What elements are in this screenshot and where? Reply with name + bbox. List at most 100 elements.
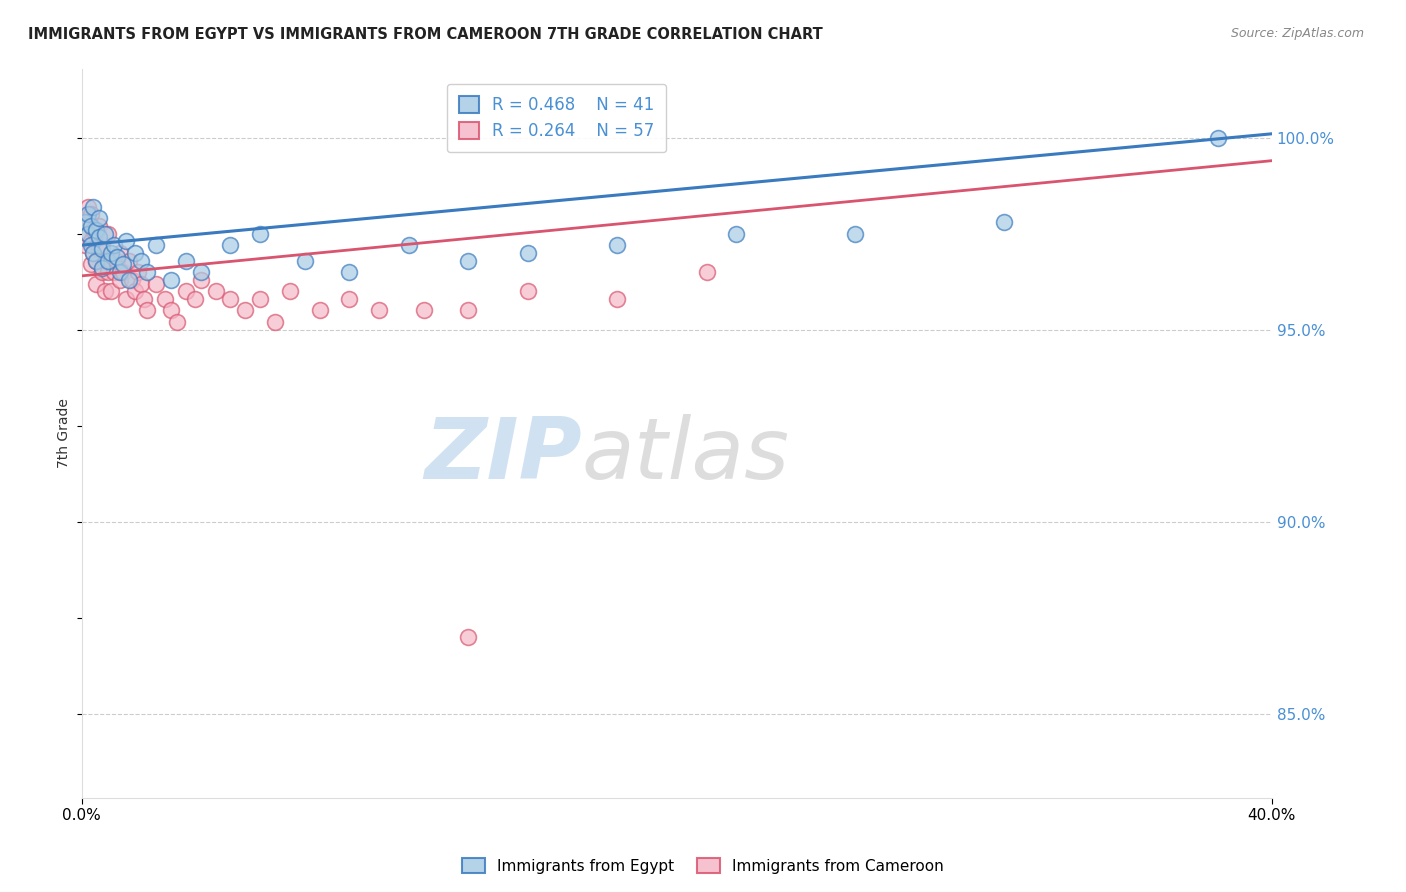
Point	[457, 630, 479, 644]
Point	[110, 265, 132, 279]
Point	[76, 227, 98, 241]
Point	[160, 273, 183, 287]
Point	[73, 215, 96, 229]
Point	[457, 253, 479, 268]
Point	[91, 261, 114, 276]
Point	[89, 211, 111, 226]
Legend: R = 0.468    N = 41, R = 0.264    N = 57: R = 0.468 N = 41, R = 0.264 N = 57	[447, 84, 666, 153]
Legend: Immigrants from Egypt, Immigrants from Cameroon: Immigrants from Egypt, Immigrants from C…	[456, 852, 950, 880]
Point	[264, 315, 287, 329]
Point	[91, 242, 114, 256]
Point	[89, 242, 111, 256]
Point	[398, 238, 420, 252]
Point	[606, 238, 628, 252]
Point	[91, 265, 114, 279]
Point	[79, 257, 101, 271]
Point	[136, 265, 159, 279]
Point	[73, 238, 96, 252]
Point	[844, 227, 866, 241]
Point	[174, 253, 197, 268]
Point	[105, 253, 128, 268]
Point	[76, 227, 98, 241]
Point	[79, 238, 101, 252]
Point	[86, 223, 108, 237]
Point	[97, 265, 120, 279]
Point	[89, 230, 111, 244]
Point	[339, 265, 361, 279]
Point	[112, 265, 135, 279]
Point	[695, 265, 717, 279]
Point	[166, 315, 188, 329]
Point	[145, 277, 167, 291]
Text: ZIP: ZIP	[423, 414, 582, 497]
Point	[249, 292, 271, 306]
Point	[725, 227, 748, 241]
Point	[190, 273, 212, 287]
Point	[174, 284, 197, 298]
Point	[86, 253, 108, 268]
Point	[308, 303, 330, 318]
Point	[79, 235, 101, 249]
Point	[129, 277, 152, 291]
Point	[86, 253, 108, 268]
Point	[517, 245, 540, 260]
Point	[517, 284, 540, 298]
Point	[97, 253, 120, 268]
Point	[153, 292, 176, 306]
Point	[412, 303, 434, 318]
Point	[204, 284, 226, 298]
Point	[86, 227, 108, 241]
Text: atlas: atlas	[582, 414, 790, 497]
Point	[457, 303, 479, 318]
Point	[121, 273, 143, 287]
Point	[100, 245, 122, 260]
Point	[118, 253, 141, 268]
Point	[160, 303, 183, 318]
Point	[294, 253, 316, 268]
Point	[79, 207, 101, 221]
Point	[83, 245, 105, 260]
Point	[110, 245, 132, 260]
Point	[124, 245, 146, 260]
Text: Source: ZipAtlas.com: Source: ZipAtlas.com	[1230, 27, 1364, 40]
Point	[76, 200, 98, 214]
Y-axis label: 7th Grade: 7th Grade	[58, 399, 72, 468]
Point	[278, 284, 301, 298]
Point	[129, 253, 152, 268]
Point	[993, 215, 1015, 229]
Point	[118, 273, 141, 287]
Point	[86, 277, 108, 291]
Point	[103, 238, 125, 252]
Point	[97, 227, 120, 241]
Point	[94, 253, 117, 268]
Point	[368, 303, 391, 318]
Point	[83, 223, 105, 237]
Point	[219, 238, 242, 252]
Point	[110, 273, 132, 287]
Point	[94, 227, 117, 241]
Point	[339, 292, 361, 306]
Point	[124, 284, 146, 298]
Point	[100, 253, 122, 268]
Point	[219, 292, 242, 306]
Point	[190, 265, 212, 279]
Point	[89, 219, 111, 233]
Point	[73, 215, 96, 229]
Point	[132, 292, 155, 306]
Point	[100, 284, 122, 298]
Point	[183, 292, 205, 306]
Point	[249, 227, 271, 241]
Point	[115, 292, 138, 306]
Point	[115, 235, 138, 249]
Point	[105, 250, 128, 264]
Text: IMMIGRANTS FROM EGYPT VS IMMIGRANTS FROM CAMEROON 7TH GRADE CORRELATION CHART: IMMIGRANTS FROM EGYPT VS IMMIGRANTS FROM…	[28, 27, 823, 42]
Point	[103, 265, 125, 279]
Point	[83, 200, 105, 214]
Point	[83, 245, 105, 260]
Point	[112, 257, 135, 271]
Point	[1208, 130, 1230, 145]
Point	[145, 238, 167, 252]
Point	[79, 219, 101, 233]
Point	[136, 303, 159, 318]
Point	[233, 303, 256, 318]
